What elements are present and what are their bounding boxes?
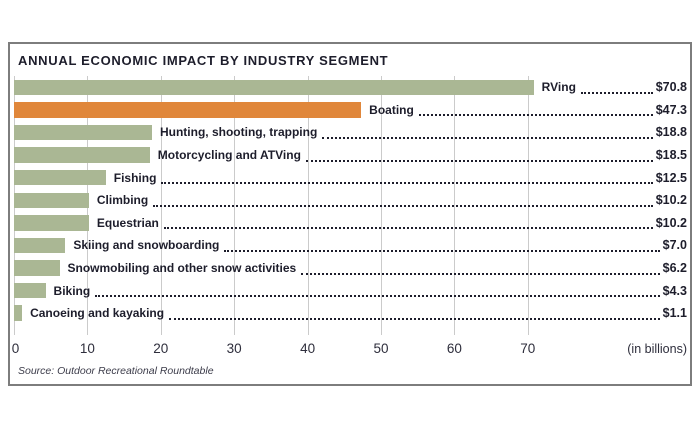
bar-label: Hunting, shooting, trapping [159,125,318,140]
bar [14,124,152,141]
dot-leader [301,262,660,275]
bar-row: RVing $70.8 [14,76,687,99]
bar-row: Boating $47.3 [14,99,687,122]
axis-tick-label: 0 [11,341,20,356]
bar-label: Boating [369,102,414,117]
bar [14,305,23,321]
bar-value: $7.0 [662,238,687,253]
bar [14,282,46,299]
dot-leader [163,216,653,230]
bar-label: RVing [541,80,576,95]
bar-rows: RVing $70.8 Boating $47.3 Hunting, shooting,… [14,76,687,325]
chart-frame: ANNUAL ECONOMIC IMPACT BY INDUSTRY SEGME… [8,42,692,386]
bar-row: Snowmobiling and other snow activities $6… [14,257,687,280]
bar-highlighted [14,102,362,118]
bar [14,147,150,163]
source-note: Source: Outdoor Recreational Roundtable [18,365,214,377]
bar [14,79,534,96]
plot-area: RVing $70.8 Boating $47.3 Hunting, shooting,… [14,76,687,335]
bar-value: $1.1 [662,306,687,321]
bar-row: Skiing and snowboarding $7.0 [14,234,687,257]
axis-tick-label: 70 [520,341,536,356]
bar-row: Hunting, shooting, trapping $18.8 [14,121,687,144]
bar-value: $18.8 [655,125,687,140]
bar-value: $70.8 [655,80,687,95]
axis-tick-label: 40 [300,341,316,356]
bar [14,260,60,276]
dot-leader [322,126,653,139]
dot-leader [161,171,653,185]
bar-label: Skiing and snowboarding [73,238,220,253]
bar-row: Equestrian $10.2 [14,212,687,235]
chart-title: ANNUAL ECONOMIC IMPACT BY INDUSTRY SEGME… [18,53,389,68]
bar-value: $47.3 [655,102,687,117]
dot-leader [95,284,660,298]
axis-tick-label: 30 [226,341,242,356]
bar-row: Motorcycling and ATVing $18.5 [14,144,687,167]
bar-label: Motorcycling and ATVing [157,148,301,163]
axis-tick-label: 50 [373,341,389,356]
dot-leader [224,239,660,252]
axis-tick-label: 10 [79,341,95,356]
x-axis: (in billions) 0 10 20 30 40 50 60 70 [11,341,687,359]
bar-value: $4.3 [662,283,687,298]
dot-leader [580,81,653,94]
bar [14,169,106,186]
bar-label: Climbing [96,193,149,208]
bar [14,237,66,254]
bar-value: $10.2 [655,215,687,230]
axis-tick-label: 60 [446,341,462,356]
bar-label: Canoeing and kayaking [30,306,165,321]
bar-label: Snowmobiling and other snow activities [67,261,297,276]
dot-leader [418,103,653,117]
bar-label: Fishing [113,170,157,185]
axis-tick-label: 20 [153,341,169,356]
bar-row: Fishing $12.5 [14,166,687,189]
bar-row: Canoeing and kayaking $1.1 [14,302,687,325]
dot-leader [169,307,660,320]
bar-value: $10.2 [655,193,687,208]
bar-value: $6.2 [662,261,687,276]
bar-label: Equestrian [96,215,159,230]
bar-value: $12.5 [655,170,687,185]
axis-unit-label: (in billions) [627,342,687,356]
bar-label: Biking [53,283,91,298]
dot-leader [153,194,653,207]
bar-value: $18.5 [655,148,687,163]
bar [14,192,89,209]
bar [14,215,89,231]
dot-leader [305,149,653,162]
bar-row: Biking $4.3 [14,279,687,302]
bar-row: Climbing $10.2 [14,189,687,212]
